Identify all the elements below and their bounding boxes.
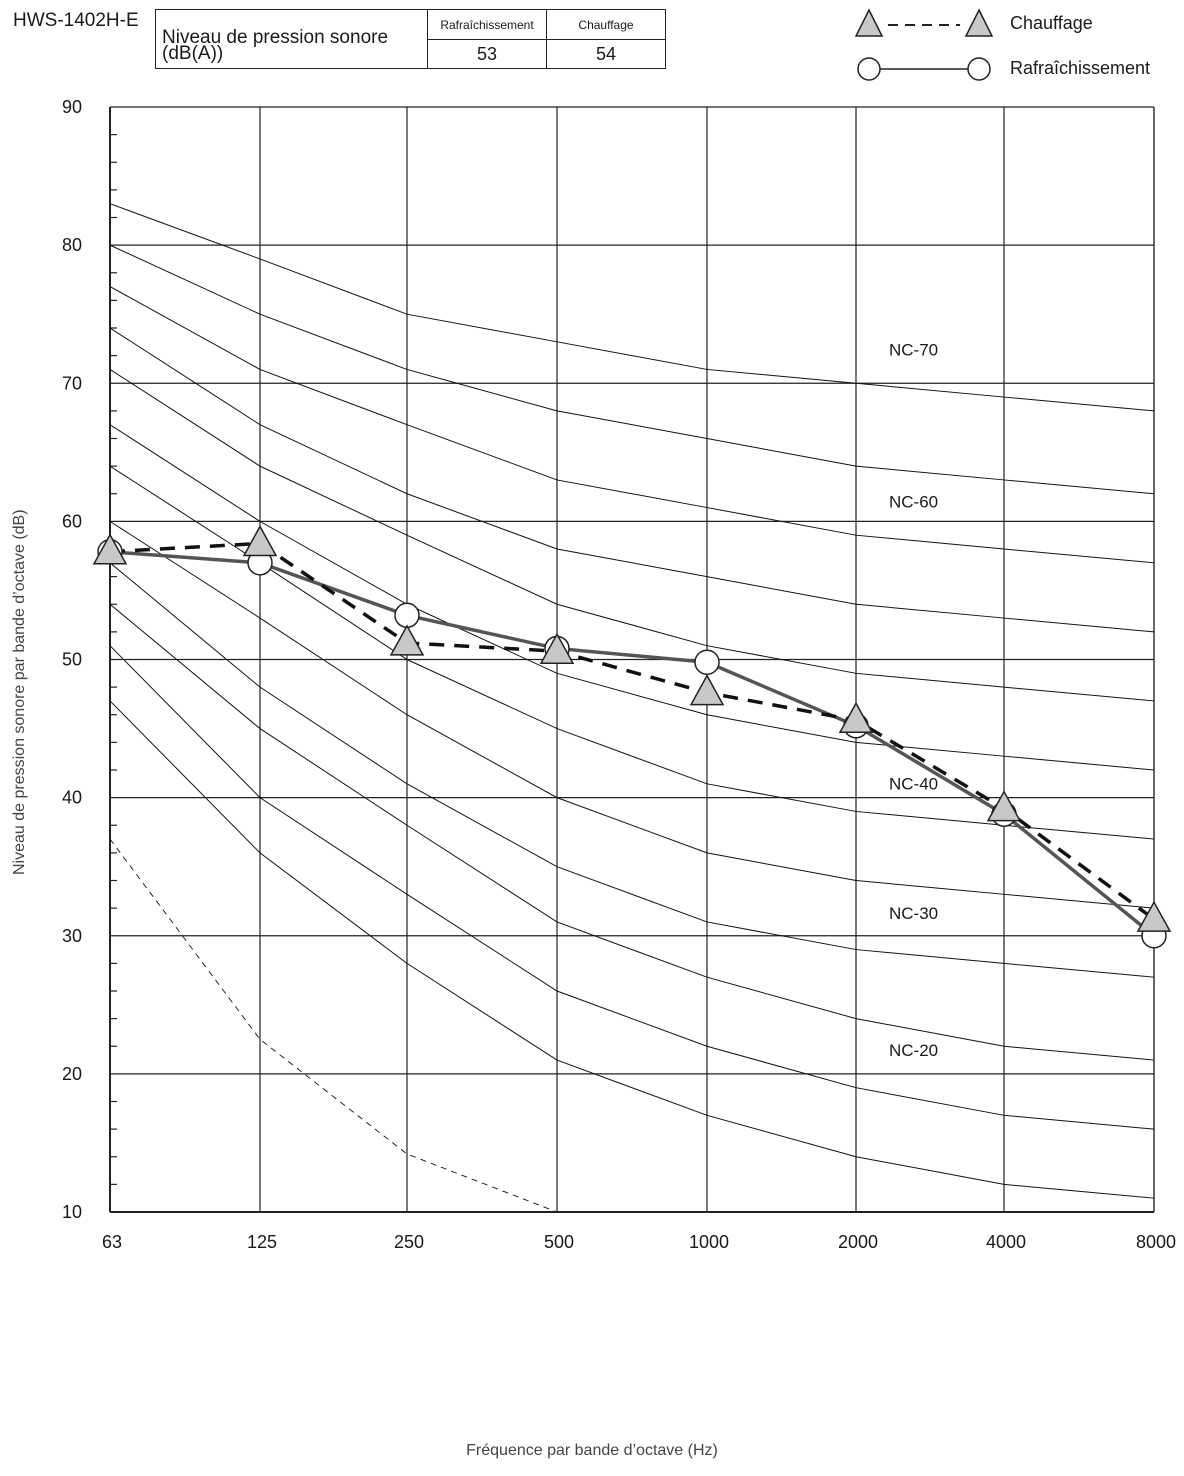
cooling-point xyxy=(394,602,420,629)
series-line-cooling xyxy=(109,550,1156,938)
y-tick-label: 10 xyxy=(62,1202,82,1222)
x-tick-label: 250 xyxy=(394,1232,424,1252)
y-axis-label: Niveau de pression sonore par bande d’oc… xyxy=(11,509,28,875)
nc-curve xyxy=(109,286,1155,564)
nc-annotation: NC-30 xyxy=(889,904,938,923)
y-tick-label: 50 xyxy=(62,650,82,670)
y-tick-label: 30 xyxy=(62,926,82,946)
nc-annotation: NC-40 xyxy=(889,774,938,793)
nc-curve xyxy=(109,645,1155,1130)
nc-curve xyxy=(109,603,1155,1061)
heating-point xyxy=(539,632,575,664)
spl-label: Niveau de pression sonore (dB(A)) xyxy=(155,9,428,69)
x-tick-label: 2000 xyxy=(838,1232,878,1252)
model-name: HWS-1402H-E xyxy=(13,10,139,31)
x-tick-label: 1000 xyxy=(689,1232,729,1252)
nc-curve xyxy=(109,562,1155,978)
x-tick-label: 4000 xyxy=(986,1232,1026,1252)
y-tick-label: 90 xyxy=(62,97,82,117)
y-tick-label: 40 xyxy=(62,788,82,808)
y-tick-label: 70 xyxy=(62,373,82,393)
spl-value-cooling: 53 xyxy=(427,39,547,69)
heating-point xyxy=(838,701,874,734)
y-tick-label: 60 xyxy=(62,511,82,531)
nc-curve xyxy=(109,465,1155,840)
nc-curve xyxy=(109,203,1155,412)
nc-curve xyxy=(109,520,1155,909)
nc-annotation: NC-60 xyxy=(889,493,938,512)
x-tick-label: 500 xyxy=(544,1232,574,1252)
legend xyxy=(854,8,994,81)
legend-heating-symbol xyxy=(854,8,994,37)
cooling-point xyxy=(694,649,720,676)
y-tick-label: 20 xyxy=(62,1064,82,1084)
spl-value-heating: 54 xyxy=(546,39,666,69)
nc-curve xyxy=(109,700,1155,1199)
nc-curve xyxy=(109,327,1155,633)
nc-curve xyxy=(109,369,1155,702)
heating-point xyxy=(986,790,1022,822)
nc-annotation: NC-20 xyxy=(889,1041,938,1060)
legend-label-cooling: Rafraîchissement xyxy=(1010,58,1151,78)
x-tick-label: 125 xyxy=(247,1232,277,1252)
x-axis-label: Fréquence par bande d’octave (Hz) xyxy=(466,1442,718,1459)
y-tick-label: 80 xyxy=(62,235,82,255)
heating-point xyxy=(92,533,128,565)
heating-point xyxy=(1136,900,1172,932)
x-tick-label: 8000 xyxy=(1136,1232,1176,1252)
nc-curve xyxy=(109,244,1155,495)
nc-annotation: NC-70 xyxy=(889,341,938,360)
x-tick-label: 63 xyxy=(102,1232,122,1252)
heating-point xyxy=(389,624,425,656)
legend-label-heating: Chauffage xyxy=(1010,13,1093,33)
nc-curve xyxy=(109,424,1155,771)
legend-cooling-symbol xyxy=(857,57,991,81)
heating-point xyxy=(689,674,725,706)
threshold-curve xyxy=(109,838,558,1213)
heating-point xyxy=(242,524,278,557)
series-line-heating xyxy=(109,541,1156,921)
sound-pressure-table: Niveau de pression sonore (dB(A)) Rafraî… xyxy=(155,9,666,69)
